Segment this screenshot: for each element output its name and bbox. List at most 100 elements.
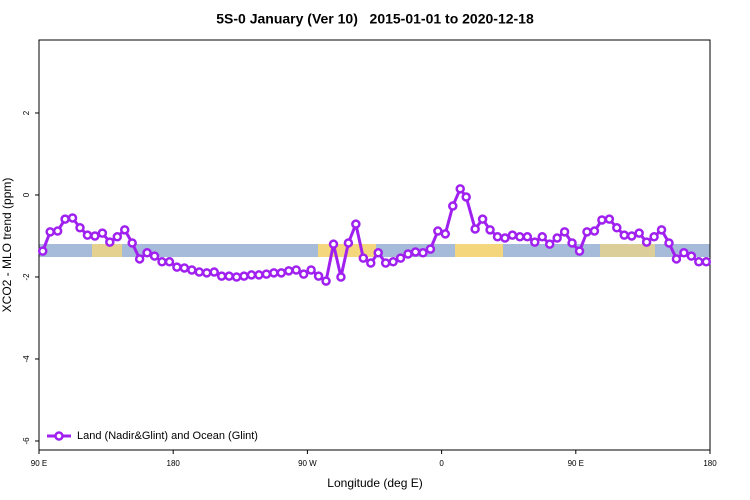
legend-marker — [54, 431, 64, 441]
point — [194, 267, 205, 277]
point — [82, 230, 93, 240]
point — [261, 269, 272, 279]
point — [433, 226, 443, 236]
y-tick-label: -2 — [22, 273, 31, 281]
point — [313, 271, 324, 281]
point — [134, 254, 145, 264]
point — [239, 271, 249, 281]
point — [395, 253, 406, 263]
point — [461, 192, 471, 202]
point — [164, 257, 175, 267]
point — [380, 258, 391, 268]
point — [358, 253, 369, 263]
point — [336, 272, 346, 282]
chart-title: 5S-0 January (Ver 10) 2015-01-01 to 2020… — [216, 11, 534, 27]
point — [507, 230, 518, 240]
point — [656, 225, 667, 235]
point — [97, 228, 108, 238]
legend-label: Land (Nadir&Glint) and Ocean (Glint) — [77, 430, 258, 442]
point — [425, 244, 436, 254]
point — [455, 184, 465, 194]
point — [694, 257, 704, 267]
point — [589, 226, 600, 236]
point — [582, 227, 592, 237]
point — [373, 248, 383, 258]
point — [90, 231, 100, 241]
land-band — [92, 244, 122, 257]
x-axis-label: Longitude (deg E) — [327, 476, 422, 490]
point — [537, 232, 547, 242]
point — [418, 248, 428, 258]
point — [649, 232, 659, 242]
point — [187, 265, 197, 275]
point — [67, 213, 78, 223]
y-axis-label: XCO2 - MLO trend (ppm) — [0, 178, 14, 313]
point — [366, 258, 376, 268]
x-tick-label: 90 W — [298, 459, 317, 468]
point — [522, 232, 533, 242]
point — [477, 214, 488, 224]
x-tick-label: 90 E — [568, 459, 584, 468]
point — [530, 237, 540, 247]
x-tick-label: 0 — [439, 459, 444, 468]
point — [246, 270, 257, 280]
point — [388, 257, 398, 267]
point — [127, 238, 137, 248]
point — [306, 265, 316, 275]
plot-frame — [38, 39, 711, 451]
point — [254, 270, 264, 280]
point — [157, 257, 167, 267]
point — [544, 239, 555, 249]
point — [410, 247, 421, 257]
point — [202, 268, 212, 278]
point — [574, 246, 585, 256]
x-tick-label: 180 — [167, 459, 181, 468]
point — [664, 238, 674, 248]
point — [701, 257, 712, 267]
y-tick-label: 2 — [22, 110, 31, 115]
land-band — [455, 244, 503, 257]
point — [119, 225, 130, 235]
point — [224, 271, 234, 281]
point — [351, 219, 361, 229]
point — [284, 266, 294, 276]
point — [567, 238, 577, 248]
point — [298, 269, 309, 279]
point — [686, 251, 697, 261]
point — [149, 251, 160, 261]
point — [671, 254, 682, 264]
point — [343, 238, 354, 248]
point — [515, 232, 525, 242]
point — [440, 229, 451, 239]
point — [321, 276, 331, 286]
point — [403, 249, 413, 259]
point — [75, 223, 85, 233]
point — [552, 233, 562, 243]
y-tick-label: -6 — [22, 437, 31, 445]
point — [612, 223, 622, 233]
point — [37, 246, 48, 256]
point — [328, 239, 339, 249]
point — [172, 262, 182, 272]
point — [641, 237, 652, 247]
point — [634, 228, 644, 238]
point — [231, 272, 242, 282]
point — [209, 267, 219, 277]
point — [492, 232, 503, 242]
y-tick-label: -4 — [22, 355, 31, 363]
point — [269, 268, 279, 278]
point — [179, 263, 190, 273]
point — [485, 225, 495, 235]
point — [60, 214, 70, 224]
x-tick-label: 90 E — [31, 459, 47, 468]
point — [597, 215, 607, 225]
point — [105, 237, 115, 247]
point — [626, 231, 637, 241]
point — [52, 226, 63, 236]
y-tick-label: 0 — [22, 192, 31, 197]
point — [604, 214, 615, 224]
series-line — [41, 185, 707, 284]
point — [619, 230, 630, 240]
point — [45, 227, 55, 237]
